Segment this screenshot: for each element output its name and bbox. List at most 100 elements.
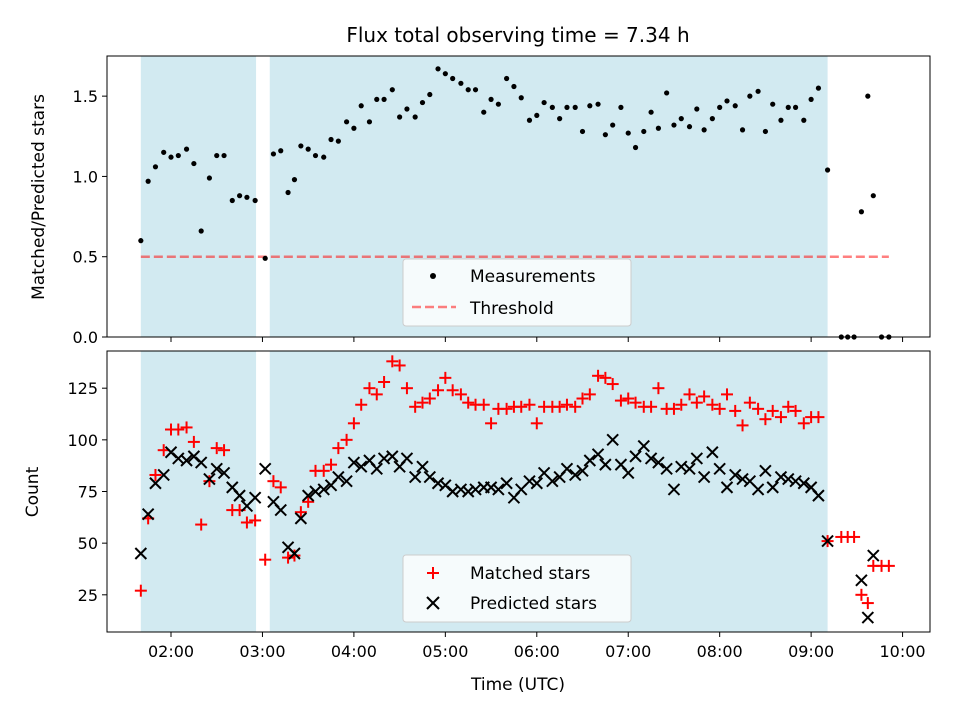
x-axis-label: Time (UTC): [470, 675, 565, 695]
x-b: [226, 481, 239, 494]
measurement-point: [564, 104, 570, 110]
matched-star-point: [432, 384, 445, 397]
predicted-star-point: [134, 547, 148, 560]
predicted-star-point: [408, 470, 422, 484]
x-b: [233, 489, 246, 502]
ratio-legend: Measurements Threshold: [402, 258, 632, 327]
measurement-point: [389, 87, 395, 93]
predicted-star-point: [736, 472, 749, 486]
x-b: [370, 462, 383, 475]
matched-star-point: [606, 378, 619, 391]
measurement-point: [397, 114, 403, 120]
matched-star-point: [203, 475, 216, 488]
measurement-point: [168, 154, 174, 160]
matched-star-point: [797, 417, 810, 430]
x-b: [797, 477, 811, 490]
matched-star-point: [439, 371, 452, 384]
x-b: [690, 452, 704, 465]
measurement-point: [465, 87, 471, 93]
measurement-point: [587, 103, 593, 109]
x-tick-label: 08:00: [697, 642, 743, 661]
predicted-star-point: [706, 446, 719, 459]
x-b: [782, 472, 795, 486]
predicted-star-point: [332, 470, 345, 484]
measurement-point: [262, 255, 268, 261]
measurement-point: [442, 71, 448, 77]
x-b: [861, 611, 875, 624]
measurement-point: [724, 98, 730, 104]
matched-star-point: [454, 388, 467, 401]
x-b: [683, 462, 696, 475]
measurement-point: [481, 109, 487, 115]
x-b: [812, 489, 825, 502]
predicted-star-point: [629, 450, 642, 463]
matched-star-point: [698, 390, 711, 403]
matched-star-point: [690, 396, 703, 409]
measurement-point: [709, 116, 715, 122]
predicted-star-point: [560, 462, 574, 475]
measurement-point: [198, 228, 204, 234]
measurement-point: [138, 238, 144, 244]
observing-interval: [140, 351, 257, 632]
x-b: [408, 470, 422, 484]
predicted-star-point: [317, 483, 330, 496]
measurement-point: [450, 75, 456, 82]
matched-star-point: [560, 398, 573, 411]
matched-star-point: [743, 396, 756, 409]
predicted-star-point: [203, 472, 216, 486]
legend-matched-label: Matched stars: [470, 564, 590, 584]
measurement-point: [865, 93, 871, 99]
x-b: [622, 466, 635, 480]
matched-star-point: [759, 413, 772, 426]
x-b: [706, 446, 719, 459]
predicted-star-point: [667, 483, 681, 496]
measurement-point: [152, 164, 159, 170]
measurement-point: [214, 152, 220, 159]
measurement-point: [374, 96, 380, 102]
x-b: [454, 483, 468, 496]
matched-star-point: [149, 468, 162, 481]
x-b: [660, 462, 673, 475]
predicted-star-point: [660, 462, 673, 475]
predicted-star-point: [210, 462, 223, 475]
legend-matched-marker: [427, 567, 439, 579]
measurement-point: [278, 148, 284, 154]
predicted-star-point: [180, 454, 193, 467]
x-b: [713, 462, 726, 475]
predicted-star-point: [423, 470, 437, 484]
x-b: [583, 454, 597, 467]
x-tick-label: 04:00: [331, 642, 377, 661]
predicted-star-point: [591, 448, 605, 461]
x-b: [697, 470, 711, 484]
predicted-star-point: [599, 458, 612, 471]
y-tick-label: 1.0: [73, 167, 98, 186]
predicted-star-point: [855, 574, 868, 587]
matched-star-point: [861, 597, 874, 610]
matched-star-point: [645, 400, 658, 413]
matched-star-point: [774, 411, 787, 424]
predicted-star-point: [416, 460, 429, 473]
predicted-star-point: [759, 464, 772, 478]
matched-star-point: [675, 398, 688, 411]
matched-star-point: [530, 417, 543, 430]
x-b: [492, 483, 505, 496]
measurement-point: [291, 177, 298, 183]
x-b: [652, 456, 665, 469]
matched-star-point: [363, 382, 376, 395]
x-b: [606, 433, 619, 447]
legend-measurements-label: Measurements: [470, 267, 596, 287]
matched-star-point: [569, 400, 582, 413]
x-b: [288, 547, 301, 560]
predicted-star-point: [797, 477, 811, 490]
predicted-star-point: [530, 477, 543, 490]
predicted-star-point: [141, 508, 155, 521]
matched-star-point: [317, 464, 330, 477]
matched-star-point: [423, 392, 436, 405]
x-tick-label: 10:00: [880, 642, 926, 661]
y-tick-label: 75: [78, 483, 98, 502]
x-b: [248, 491, 262, 504]
measurement-point: [595, 101, 601, 107]
x-b: [258, 462, 272, 475]
predicted-star-point: [301, 489, 315, 502]
measurement-point: [762, 128, 769, 135]
